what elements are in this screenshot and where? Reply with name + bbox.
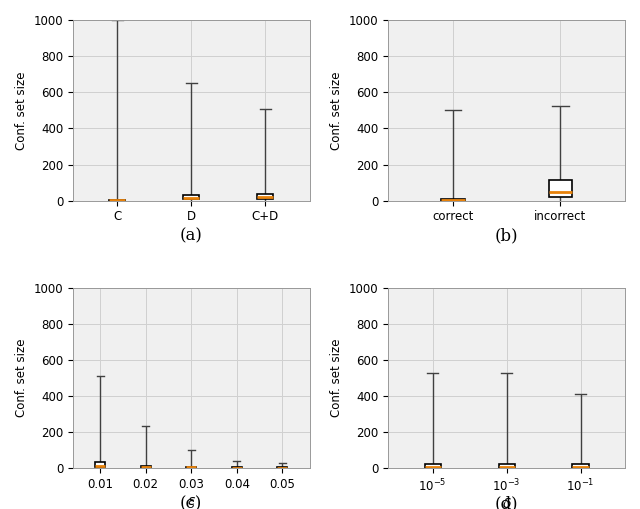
Bar [95,463,105,467]
Text: (d): (d) [495,495,518,509]
Text: (a): (a) [180,228,203,245]
Bar [186,467,196,468]
Bar [499,464,515,468]
Bar [257,194,273,199]
Y-axis label: Conf. set size: Conf. set size [15,338,28,417]
Bar [232,467,242,468]
X-axis label: ε: ε [188,494,195,508]
Bar [141,466,151,468]
Bar [277,467,287,468]
Text: (b): (b) [495,228,518,245]
Bar [109,200,125,201]
Bar [183,195,200,199]
X-axis label: δ: δ [502,497,511,509]
Y-axis label: Conf. set size: Conf. set size [330,71,344,150]
Bar [573,464,589,468]
Bar [441,199,465,201]
Bar [424,464,441,468]
Bar [548,180,572,196]
Y-axis label: Conf. set size: Conf. set size [15,71,28,150]
Text: (c): (c) [180,495,202,509]
Y-axis label: Conf. set size: Conf. set size [330,338,344,417]
